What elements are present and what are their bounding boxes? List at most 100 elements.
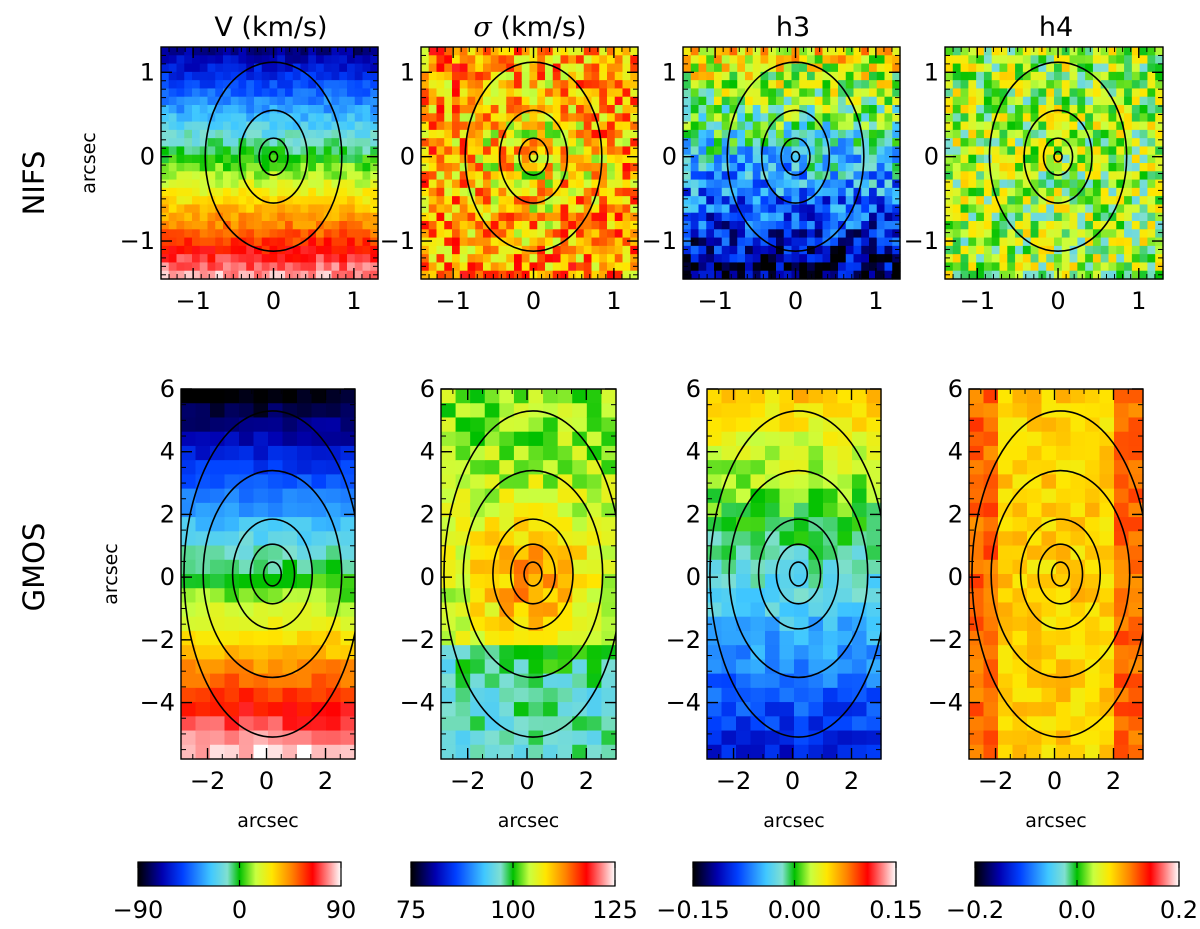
map-pixel — [560, 88, 569, 98]
map-pixel — [181, 602, 197, 618]
map-pixel — [968, 154, 977, 164]
map-pixel — [807, 105, 816, 114]
map-pixel — [884, 229, 893, 239]
map-pixel — [362, 270, 371, 280]
map-pixel — [576, 146, 585, 156]
map-pixel — [323, 245, 333, 255]
map-pixel — [983, 254, 993, 264]
map-pixel — [807, 221, 816, 230]
map-pixel — [362, 146, 371, 156]
map-pixel — [308, 212, 317, 222]
contour-line — [1042, 137, 1074, 177]
map-pixel — [1124, 146, 1133, 156]
map-pixel — [721, 187, 731, 197]
map-pixel — [323, 138, 333, 148]
map-pixel — [866, 559, 882, 575]
map-pixel — [830, 204, 839, 214]
map-pixel — [285, 171, 294, 181]
map-pixel — [339, 80, 348, 90]
map-pixel — [308, 96, 317, 106]
map-pixel — [822, 129, 831, 139]
map-pixel — [224, 659, 240, 675]
map-pixel — [308, 179, 317, 189]
map-pixel — [444, 96, 453, 106]
map-pixel — [683, 245, 692, 255]
map-pixel — [765, 403, 781, 419]
map-pixel — [808, 389, 824, 404]
map-pixel — [285, 146, 294, 156]
map-pixel — [983, 588, 999, 604]
map-pixel — [845, 146, 855, 156]
map-pixel — [1015, 138, 1024, 148]
map-pixel — [339, 254, 348, 264]
map-pixel — [822, 179, 831, 189]
panel-nifs-h3: −1 0 1−101 — [642, 46, 901, 315]
map-pixel — [428, 129, 438, 139]
map-pixel — [690, 80, 700, 90]
map-pixel — [311, 445, 327, 461]
map-pixel — [706, 55, 715, 65]
map-pixel — [752, 212, 762, 222]
map-pixel — [484, 630, 500, 646]
map-pixel — [999, 138, 1008, 148]
map-pixel — [837, 716, 853, 732]
map-pixel — [586, 730, 603, 746]
map-pixel — [528, 588, 544, 604]
map-pixel — [952, 237, 962, 247]
map-pixel — [1092, 221, 1102, 230]
map-pixel — [1085, 138, 1094, 148]
map-pixel — [876, 187, 886, 197]
map-pixel — [1124, 121, 1133, 131]
map-pixel — [176, 96, 185, 106]
map-pixel — [1085, 187, 1094, 197]
map-pixel — [1015, 146, 1024, 156]
map-pixel — [729, 129, 738, 139]
map-pixel — [184, 171, 193, 181]
x-tick-label: 0 — [519, 767, 534, 795]
map-pixel — [490, 47, 500, 56]
map-pixel — [1022, 138, 1032, 148]
map-pixel — [277, 146, 286, 156]
map-pixel — [999, 63, 1008, 73]
map-pixel — [470, 659, 486, 675]
map-pixel — [814, 187, 824, 197]
map-pixel — [630, 254, 639, 264]
map-pixel — [253, 488, 269, 504]
map-pixel — [750, 431, 766, 447]
map-pixel — [1085, 47, 1094, 56]
map-pixel — [513, 389, 530, 404]
map-pixel — [1069, 113, 1078, 123]
map-pixel — [215, 113, 224, 123]
map-pixel — [952, 262, 962, 272]
map-pixel — [583, 270, 593, 280]
map-pixel — [690, 121, 700, 131]
map-pixel — [168, 47, 178, 56]
map-pixel — [1092, 212, 1102, 222]
map-pixel — [752, 237, 762, 247]
map-pixel — [768, 55, 777, 65]
map-pixel — [1046, 55, 1055, 65]
column-title-V: V (km/s) — [214, 12, 327, 43]
map-pixel — [238, 88, 247, 98]
map-pixel — [1131, 245, 1141, 255]
map-pixel — [1108, 171, 1117, 181]
map-pixel — [537, 113, 546, 123]
map-pixel — [282, 445, 298, 461]
map-pixel — [745, 96, 754, 106]
map-pixel — [161, 187, 170, 197]
map-pixel — [1046, 129, 1055, 139]
map-pixel — [254, 270, 263, 280]
y-tick-label: 1 — [662, 58, 677, 86]
map-pixel — [528, 602, 544, 618]
map-pixel — [490, 254, 500, 264]
map-pixel — [945, 204, 954, 214]
contour-line — [788, 561, 809, 587]
map-pixel — [261, 229, 271, 239]
map-pixel — [1054, 221, 1063, 230]
contour-line — [249, 543, 296, 605]
map-pixel — [1077, 47, 1086, 56]
map-pixel — [370, 121, 379, 131]
map-pixel — [1147, 121, 1156, 131]
contour-line — [204, 61, 343, 252]
map-pixel — [869, 187, 878, 197]
